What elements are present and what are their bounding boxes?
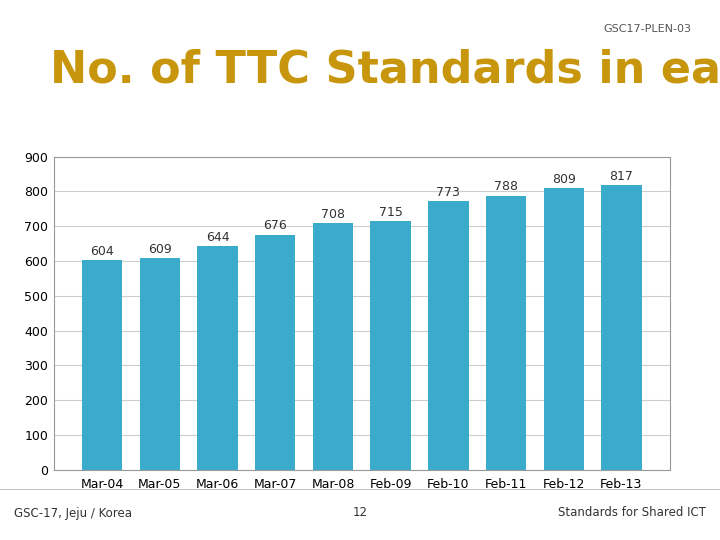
Bar (544, 188, 584, 470)
Text: 644: 644 (206, 231, 230, 244)
Bar (486, 195, 526, 470)
Text: GSC-17, Jeju / Korea: GSC-17, Jeju / Korea (14, 507, 132, 519)
Bar (601, 185, 642, 470)
Text: GSC17-PLEN-03: GSC17-PLEN-03 (603, 24, 691, 35)
Text: 715: 715 (379, 206, 402, 219)
Text: 609: 609 (148, 243, 172, 256)
Text: 604: 604 (90, 245, 114, 258)
Text: Standards for Shared ICT: Standards for Shared ICT (557, 507, 706, 519)
Text: 676: 676 (264, 219, 287, 232)
Text: 708: 708 (321, 208, 345, 221)
Text: 773: 773 (436, 186, 460, 199)
Bar (82, 260, 122, 470)
Bar (371, 221, 411, 470)
Text: No. of TTC Standards in each year: No. of TTC Standards in each year (50, 49, 720, 92)
Bar (312, 224, 353, 470)
Text: 788: 788 (494, 180, 518, 193)
Bar (255, 234, 295, 470)
Bar (197, 246, 238, 470)
Text: 809: 809 (552, 173, 576, 186)
Text: 12: 12 (353, 507, 367, 519)
Bar (140, 258, 180, 470)
Bar (428, 201, 469, 470)
Text: 817: 817 (610, 171, 634, 184)
